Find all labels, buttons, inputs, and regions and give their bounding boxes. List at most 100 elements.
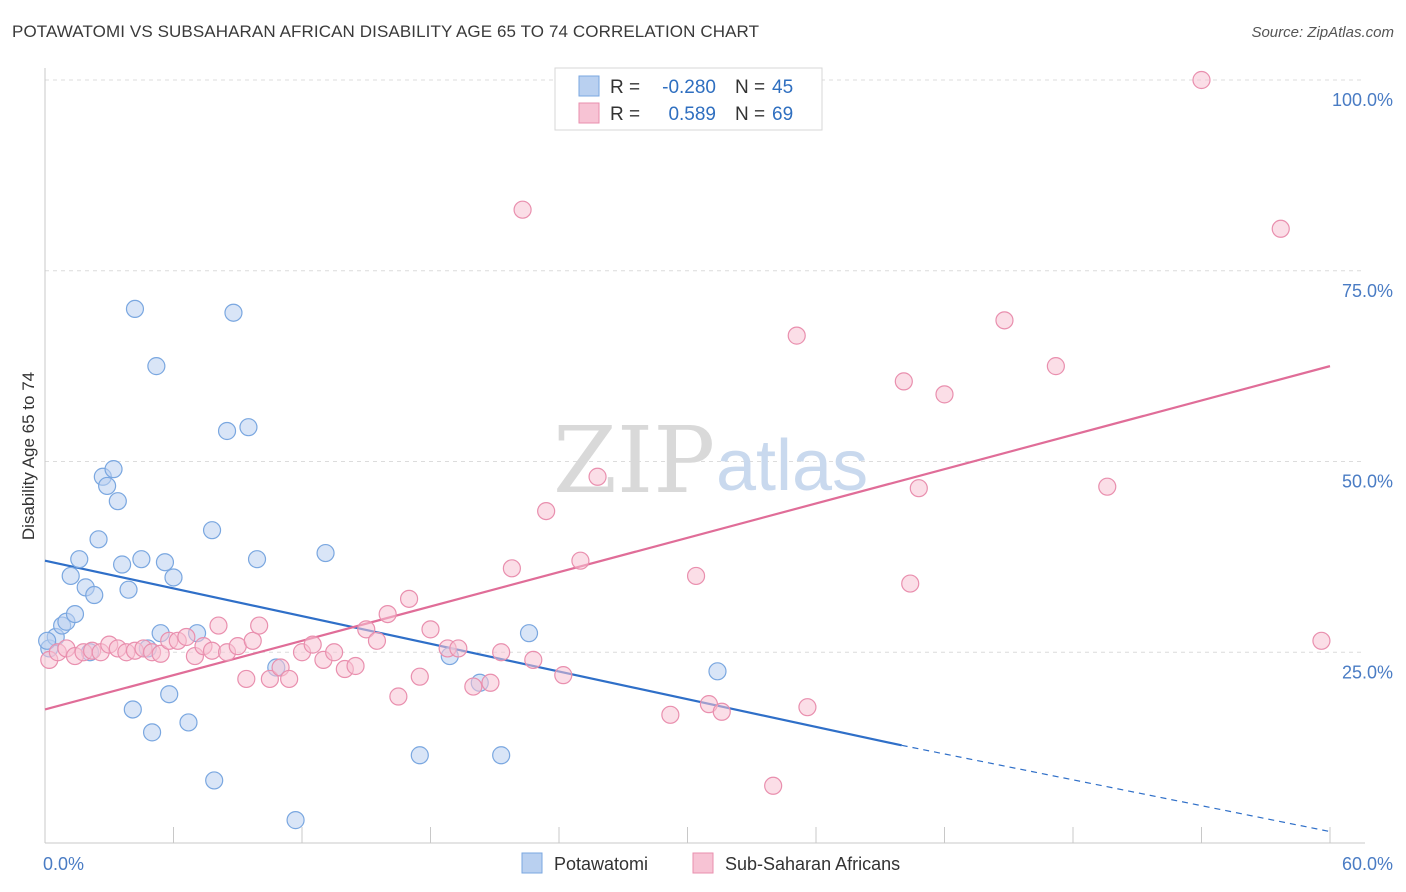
axes	[44, 68, 1365, 844]
trend-line-potawatomi	[44, 559, 902, 747]
point-potawatomi-44	[38, 631, 57, 650]
y-tick-labels: 25.0% 50.0% 75.0% 100.0%	[1332, 90, 1393, 682]
point-subsaharan-25	[250, 616, 269, 635]
point-subsaharan-50	[537, 501, 556, 521]
trend-line-extension-potawatomi	[901, 744, 1331, 833]
point-subsaharan-41	[421, 620, 440, 639]
point-subsaharan-51	[554, 666, 573, 685]
point-potawatomi-25	[160, 685, 179, 704]
point-subsaharan-59	[787, 326, 806, 345]
point-subsaharan-20	[209, 616, 228, 635]
legend-r-value-1: 0.589	[668, 104, 716, 125]
grid-lines	[45, 79, 1365, 653]
data-points	[38, 70, 1331, 830]
point-potawatomi-10	[89, 530, 108, 549]
point-potawatomi-29	[202, 521, 222, 540]
point-potawatomi-5	[65, 604, 85, 624]
trend-line-subsaharan	[44, 365, 1331, 711]
point-subsaharan-45	[481, 673, 500, 692]
point-subsaharan-13	[151, 644, 170, 663]
legend-swatch-subsaharan	[578, 102, 600, 124]
point-potawatomi-17	[123, 700, 142, 719]
point-subsaharan-34	[346, 656, 365, 676]
point-potawatomi-37	[316, 543, 335, 563]
point-potawatomi-14	[108, 492, 127, 511]
point-potawatomi-42	[519, 624, 539, 643]
point-subsaharan-52	[571, 551, 590, 570]
point-subsaharan-68	[1098, 477, 1117, 496]
point-subsaharan-19	[202, 641, 222, 660]
point-subsaharan-60	[798, 698, 817, 717]
point-potawatomi-26	[164, 568, 183, 587]
point-subsaharan-37	[378, 604, 397, 624]
legend-n-label-0: N =	[735, 77, 765, 98]
chart-title: POTAWATOMI VS SUBSAHARAN AFRICAN DISABIL…	[12, 22, 760, 41]
point-subsaharan-69	[1192, 70, 1211, 90]
point-potawatomi-32	[224, 303, 243, 322]
y-tick-label-1: 50.0%	[1342, 472, 1393, 492]
point-subsaharan-54	[661, 705, 680, 724]
y-tick-label-3: 100.0%	[1332, 90, 1393, 110]
trend-lines	[44, 365, 1331, 833]
point-subsaharan-32	[325, 643, 344, 662]
watermark-zip: ZIP	[553, 407, 715, 514]
point-subsaharan-48	[513, 200, 532, 219]
y-tick-label-2: 75.0%	[1342, 281, 1393, 301]
watermark: ZIP atlas	[553, 407, 868, 514]
legend-n-label-1: N =	[735, 104, 765, 125]
point-subsaharan-53	[588, 467, 607, 486]
legend-n-value-1: 69	[772, 104, 793, 125]
point-potawatomi-30	[205, 771, 224, 790]
legend-r-label-0: R =	[610, 77, 640, 98]
point-subsaharan-35	[357, 620, 376, 639]
point-subsaharan-55	[686, 566, 706, 586]
point-subsaharan-39	[399, 589, 419, 608]
point-subsaharan-66	[995, 311, 1014, 330]
point-subsaharan-28	[280, 669, 299, 689]
x-tick-label-start: 0.0%	[43, 854, 84, 874]
point-potawatomi-36	[286, 811, 305, 830]
point-potawatomi-18	[125, 299, 145, 318]
point-potawatomi-41	[492, 746, 511, 765]
point-potawatomi-12	[98, 476, 117, 496]
point-subsaharan-70	[1271, 219, 1290, 238]
bottom-legend: Potawatomi Sub-Saharan Africans	[521, 852, 900, 874]
bottom-legend-swatch-subsaharan	[692, 852, 714, 874]
point-subsaharan-71	[1312, 631, 1331, 650]
point-potawatomi-9	[85, 585, 104, 605]
legend-swatch-potawatomi	[578, 75, 600, 97]
point-subsaharan-26	[260, 669, 279, 689]
point-subsaharan-58	[764, 776, 783, 795]
point-potawatomi-6	[70, 550, 89, 569]
point-potawatomi-33	[239, 418, 258, 437]
point-potawatomi-13	[104, 460, 123, 479]
point-subsaharan-36	[367, 631, 387, 650]
point-subsaharan-67	[1046, 357, 1065, 376]
point-potawatomi-43	[708, 662, 727, 681]
bottom-legend-swatch-potawatomi	[521, 852, 543, 874]
point-subsaharan-24	[243, 631, 262, 650]
point-subsaharan-49	[524, 650, 543, 669]
point-subsaharan-46	[492, 643, 511, 662]
x-tick-label-end: 60.0%	[1342, 854, 1393, 874]
x-tick-labels: 0.0% 60.0%	[43, 854, 1393, 874]
point-subsaharan-23	[237, 669, 256, 689]
point-potawatomi-19	[132, 550, 151, 569]
point-subsaharan-57	[712, 702, 731, 721]
point-subsaharan-43	[449, 639, 468, 658]
point-subsaharan-38	[389, 687, 408, 706]
watermark-atlas: atlas	[716, 426, 868, 506]
point-subsaharan-65	[935, 385, 954, 404]
y-tick-label-0: 25.0%	[1342, 662, 1393, 682]
legend-r-label-1: R =	[610, 104, 640, 125]
legend-box: R = -0.280 N = 45 R = 0.589 N = 69	[554, 67, 823, 131]
point-potawatomi-34	[247, 550, 267, 569]
point-potawatomi-31	[217, 421, 237, 441]
point-potawatomi-22	[147, 357, 166, 376]
point-subsaharan-44	[464, 677, 483, 696]
point-potawatomi-4	[61, 566, 80, 586]
point-subsaharan-47	[502, 559, 521, 578]
source-label: Source: ZipAtlas.com	[1251, 24, 1394, 41]
point-subsaharan-30	[303, 635, 322, 654]
